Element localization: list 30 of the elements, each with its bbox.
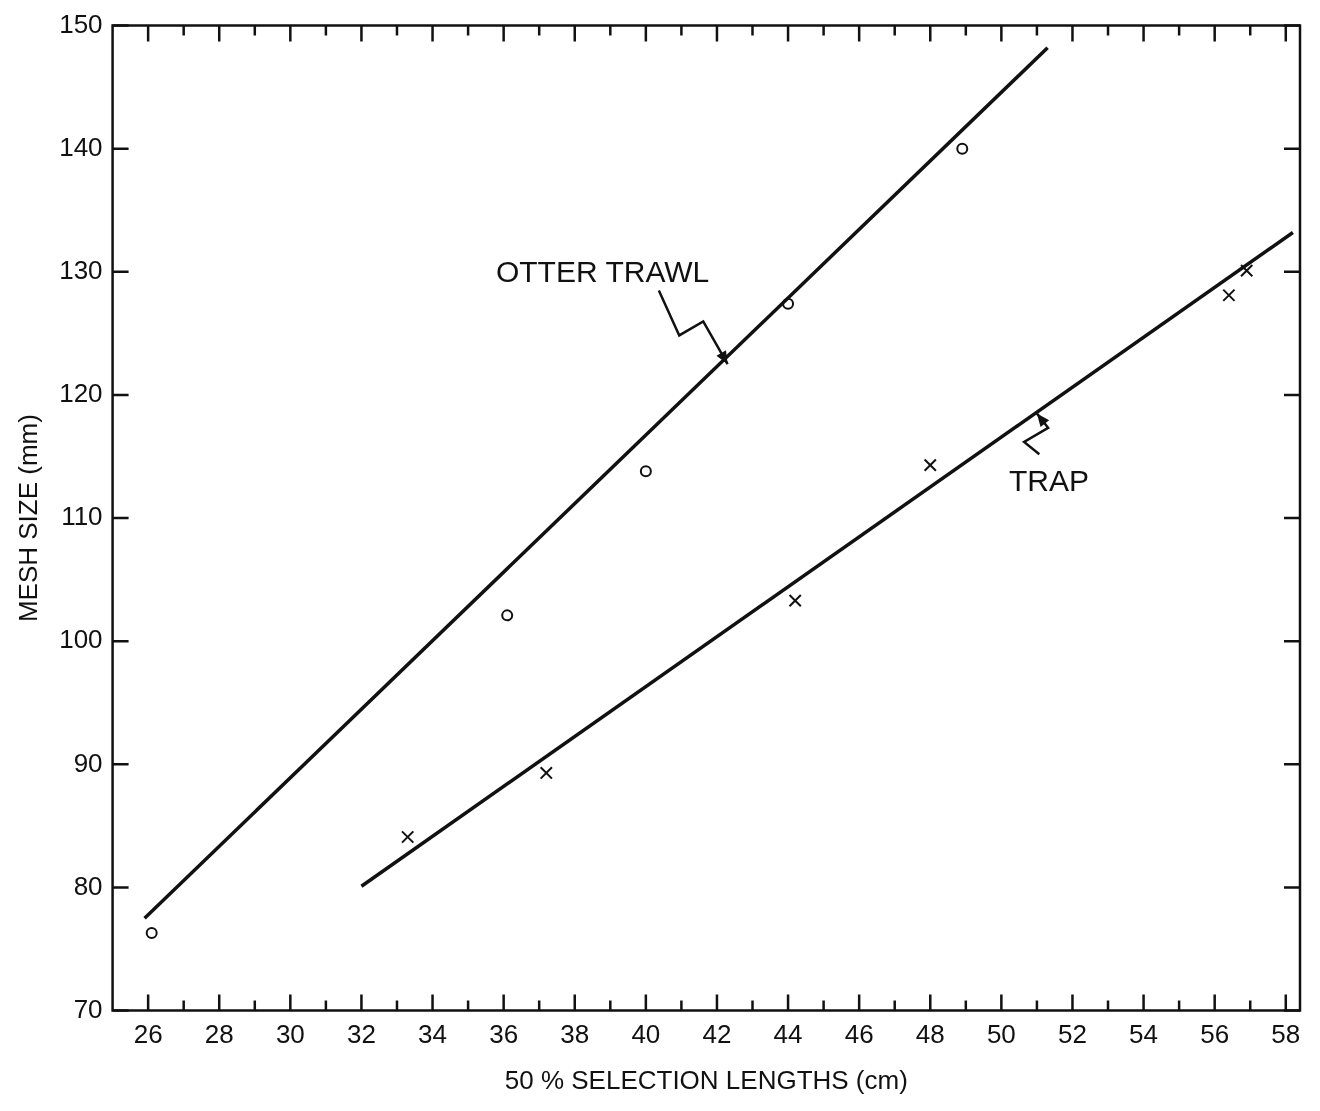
annotation: OTTER TRAWL: [495, 255, 710, 290]
x-tick-label: 30: [275, 1019, 305, 1050]
annotation: TRAP: [1008, 464, 1089, 499]
x-tick-label: 54: [1129, 1019, 1159, 1050]
x-tick-label: 34: [418, 1019, 447, 1050]
x-tick-label: 48: [915, 1019, 945, 1050]
x-tick-label: 40: [631, 1019, 661, 1050]
y-tick-label: 100: [59, 624, 103, 655]
y-tick-label: 120: [59, 378, 103, 409]
y-tick-label: 150: [59, 8, 103, 39]
y-tick-label: 140: [59, 131, 103, 162]
x-tick-label: 44: [773, 1019, 803, 1050]
x-tick-label: 56: [1200, 1019, 1230, 1050]
y-tick-label: 110: [61, 501, 103, 532]
x-tick-label: 28: [204, 1019, 234, 1050]
x-tick-label: 38: [560, 1019, 590, 1050]
y-tick-label: 70: [73, 993, 103, 1024]
x-axis-title: 50 % SELECTION LENGTHS (cm): [504, 1064, 908, 1095]
x-tick-label: 42: [702, 1019, 732, 1050]
y-tick-label: 130: [59, 255, 103, 286]
x-tick-label: 52: [1058, 1019, 1087, 1050]
x-tick-label: 50: [986, 1019, 1016, 1050]
y-tick-label: 90: [73, 747, 103, 778]
x-tick-label: 36: [489, 1019, 519, 1050]
x-tick-label: 58: [1271, 1019, 1301, 1050]
x-tick-label: 26: [133, 1019, 163, 1050]
y-tick-label: 80: [73, 870, 103, 901]
y-axis-title: MESH SIZE (mm): [12, 414, 43, 623]
x-tick-label: 46: [844, 1019, 874, 1050]
x-tick-label: 32: [346, 1019, 376, 1050]
